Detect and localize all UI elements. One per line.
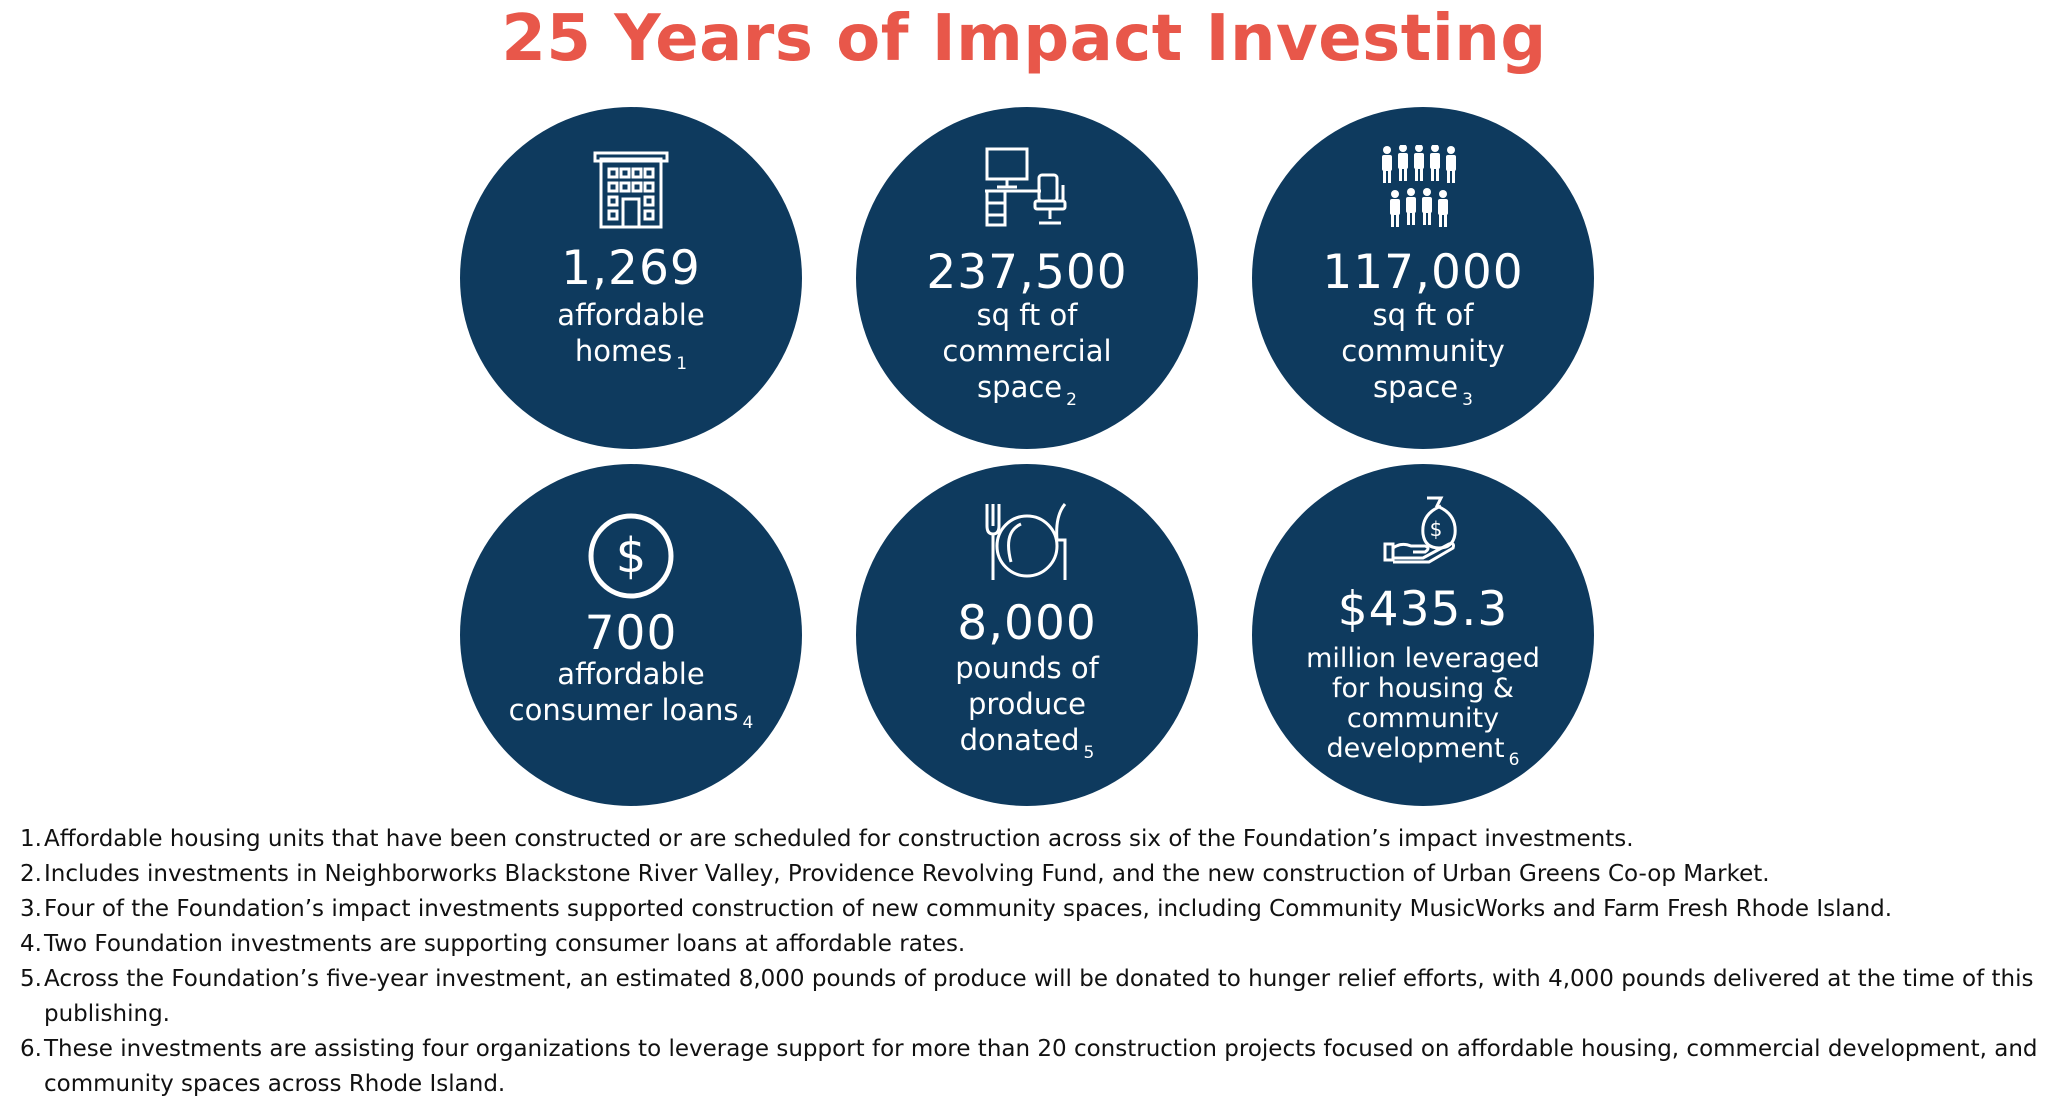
footnote-item: 3. Four of the Foundation’s impact invest… (20, 896, 1893, 922)
stat-circle-consumer-loans: $ 700 affordable consumer loans 4 (460, 464, 802, 806)
footnote-marker: 6 (1508, 750, 1520, 770)
stat-value: 1,269 (561, 241, 701, 296)
stat-circle-community-space: 117,000 sq ft of community space 3 (1252, 107, 1594, 449)
stat-label: pounds of produce donated 5 (955, 651, 1099, 763)
svg-text:$: $ (616, 528, 647, 584)
stat-value: 237,500 (926, 245, 1128, 300)
stat-circle-commercial-space: 237,500 sq ft of commercial space 2 (856, 107, 1198, 449)
page-title: 25 Years of Impact Investing (501, 2, 1547, 76)
svg-text:$: $ (1430, 517, 1443, 541)
stat-label: sq ft of commercial space 2 (942, 298, 1112, 410)
footnote-marker: 3 (1462, 390, 1473, 410)
stat-circle-leveraged: $ $435.3 million leveraged for housing &… (1252, 464, 1594, 806)
stat-label: affordable consumer loans 4 (508, 657, 754, 733)
plate-fork-knife-icon (985, 503, 1067, 580)
footnote-marker: 4 (742, 713, 754, 733)
stat-value: 8,000 (957, 596, 1097, 651)
footnote-item: 6. These investments are assisting four o… (20, 1036, 2038, 1097)
footnote-item: 5. Across the Foundation’s five-year inve… (20, 966, 2034, 1027)
stat-label: sq ft of community space 3 (1341, 298, 1505, 410)
stat-label: million leveraged for housing & communit… (1306, 643, 1540, 771)
stat-circle-homes: 1,269 affordable homes 1 (460, 107, 802, 449)
footnote-item: 2. Includes investments in Neighborworks … (20, 861, 1770, 887)
stat-label: affordable homes 1 (557, 298, 705, 374)
desk-chair-icon (985, 147, 1067, 227)
footnote-item: 4. Two Foundation investments are support… (20, 931, 966, 957)
stat-value: 700 (584, 606, 678, 661)
stat-value: 117,000 (1322, 245, 1524, 300)
stat-value: $435.3 (1337, 582, 1509, 637)
building-icon (593, 151, 669, 229)
footnote-marker: 2 (1066, 390, 1077, 410)
dollar-circle-icon: $ (588, 513, 674, 599)
footnotes-list: 1. Affordable housing units that have bee… (20, 822, 2040, 1102)
footnote-item: 1. Affordable housing units that have bee… (20, 826, 1634, 852)
footnote-marker: 5 (1083, 743, 1095, 763)
people-group-icon (1382, 145, 1456, 227)
stat-circle-produce: 8,000 pounds of produce donated 5 (856, 464, 1198, 806)
footnote-marker: 1 (676, 354, 688, 374)
hand-money-bag-icon: $ (1383, 496, 1457, 564)
